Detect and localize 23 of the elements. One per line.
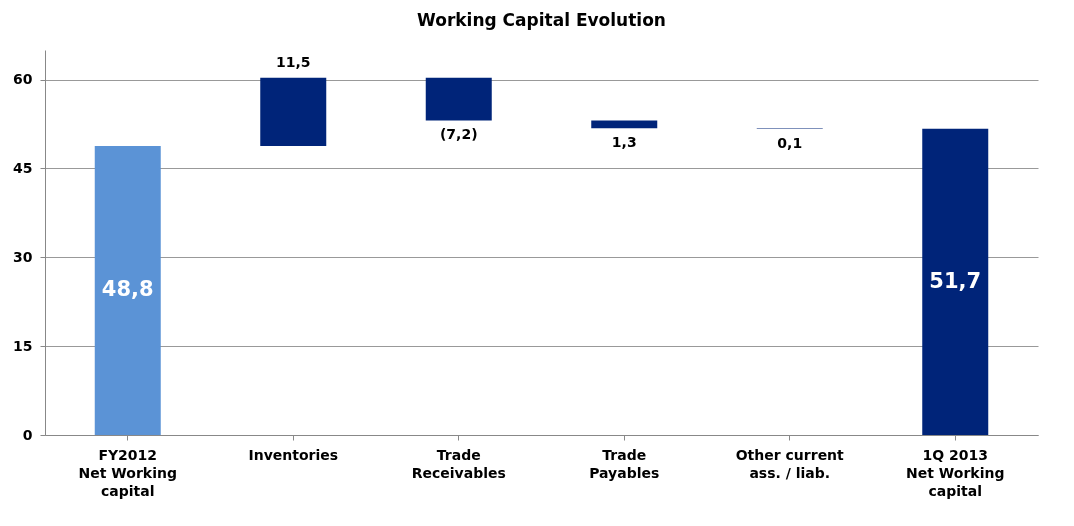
x-tick-label: Trade Payables bbox=[589, 446, 660, 481]
bar bbox=[94, 145, 161, 435]
y-tick-label: 30 bbox=[13, 248, 33, 265]
x-tick-label: Inventories bbox=[248, 446, 339, 463]
y-tick-label: 0 bbox=[22, 426, 33, 443]
y-tick-label: 60 bbox=[13, 71, 33, 88]
bar bbox=[425, 77, 492, 121]
data-label: 48,8 bbox=[101, 277, 154, 302]
data-label: 1,3 bbox=[611, 134, 637, 151]
data-label: 51,7 bbox=[929, 268, 982, 293]
x-tick-label: Other current ass. / liab. bbox=[735, 446, 845, 481]
data-label: (7,2) bbox=[439, 126, 478, 143]
data-label: 11,5 bbox=[275, 53, 311, 70]
bar bbox=[591, 120, 658, 129]
data-label: 0,1 bbox=[777, 134, 803, 151]
bar bbox=[260, 77, 327, 146]
bar bbox=[922, 128, 989, 435]
x-tick-label: 1Q 2013 Net Working capital bbox=[906, 446, 1005, 499]
x-tick-label: FY2012 Net Working capital bbox=[78, 446, 177, 499]
y-tick-label: 45 bbox=[13, 159, 33, 176]
chart-title: Working Capital Evolution bbox=[417, 10, 666, 30]
y-tick-label: 15 bbox=[13, 337, 33, 354]
x-tick-label: Trade Receivables bbox=[411, 446, 506, 481]
